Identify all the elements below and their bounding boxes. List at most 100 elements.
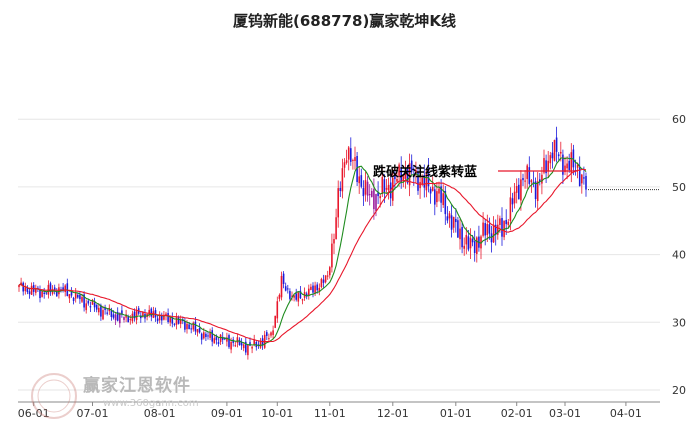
candle-body — [236, 337, 239, 343]
candle-body — [364, 180, 367, 195]
candle-body — [497, 224, 499, 235]
candle-body — [381, 177, 384, 195]
candle-body — [562, 154, 564, 175]
candle-body — [347, 147, 350, 160]
ma-slow-line — [18, 168, 587, 343]
candle-body — [259, 341, 262, 348]
candle-body — [230, 341, 232, 350]
candle-body — [26, 287, 29, 292]
candle-body — [356, 156, 358, 182]
candle-body — [473, 241, 476, 254]
candle-body — [446, 216, 449, 221]
candle-body — [341, 168, 344, 192]
candle-body — [221, 336, 224, 340]
x-axis: 06-01 07-01 08-01 09-01 10-01 11-01 12-01 01-01… — [18, 401, 660, 420]
candle-body — [406, 168, 409, 183]
candle-body — [70, 291, 73, 296]
candle-body — [125, 314, 127, 318]
candle-body — [114, 314, 117, 321]
candle-body — [39, 290, 41, 299]
candle-body — [396, 178, 398, 182]
candle-body — [68, 294, 71, 299]
candle-body — [251, 346, 253, 349]
candle-body — [184, 321, 186, 330]
x-tick-label: 02-01 — [501, 407, 533, 420]
candle-body — [371, 190, 373, 197]
candle-body — [35, 288, 37, 293]
candle-body — [322, 279, 325, 283]
candle-body — [85, 303, 87, 311]
candle-body — [18, 285, 20, 288]
candle-body — [547, 160, 549, 171]
candle-body — [425, 171, 428, 191]
candle-body — [205, 333, 207, 337]
candle-body — [196, 329, 199, 333]
candle-body — [408, 163, 411, 186]
candle-body — [112, 314, 115, 318]
candle-body — [238, 339, 241, 345]
candle-body — [186, 323, 188, 330]
candle-body — [312, 285, 314, 293]
candle-body — [301, 299, 304, 301]
candle-body — [555, 137, 558, 152]
candle-body — [534, 181, 537, 200]
candle-body — [129, 319, 132, 321]
candle-body — [257, 344, 260, 346]
x-tick-label: 04-01 — [610, 407, 642, 420]
candle-body — [581, 174, 583, 184]
candle-body — [217, 342, 220, 344]
candle-body — [274, 315, 276, 328]
candle-body — [362, 188, 365, 197]
x-tick-label: 10-01 — [261, 407, 293, 420]
candle-body — [402, 176, 405, 181]
candle-body — [121, 310, 123, 315]
candle-body — [484, 223, 486, 236]
candle-body — [524, 180, 526, 182]
candle-body — [354, 157, 356, 161]
candle-body — [284, 286, 287, 291]
candle-body — [513, 191, 516, 204]
candle-body — [570, 152, 573, 173]
candle-body — [509, 197, 512, 221]
candle-body — [564, 165, 566, 173]
y-axis: 20 30 40 50 60 — [672, 113, 686, 397]
candle-body — [93, 302, 96, 308]
candle-body — [148, 309, 150, 316]
candle-body — [291, 295, 293, 297]
candle-body — [295, 293, 297, 300]
candle-body — [539, 179, 541, 182]
watermark-logo — [31, 373, 77, 419]
candle-body — [43, 292, 45, 294]
candle-body — [329, 267, 331, 276]
y-tick-label: 50 — [672, 181, 686, 194]
candle-body — [158, 314, 161, 321]
candle-body — [423, 175, 426, 188]
candle-body — [280, 275, 283, 298]
candle-body — [417, 172, 419, 191]
candle-body — [22, 282, 24, 292]
candle-body — [463, 245, 465, 249]
candle-body — [110, 310, 113, 317]
candle-body — [343, 162, 346, 168]
candle-body — [350, 148, 352, 162]
candle-body — [100, 305, 102, 317]
candle-body — [501, 218, 503, 237]
candle-body — [511, 198, 514, 205]
candle-body — [413, 174, 415, 178]
candle-body — [448, 213, 451, 219]
candle-body — [87, 300, 90, 304]
candle-body — [536, 181, 539, 202]
candle-body — [240, 342, 243, 346]
x-tick-label: 07-01 — [77, 407, 109, 420]
candle-body — [385, 187, 388, 190]
candle-body — [234, 345, 237, 347]
y-tick-label: 40 — [672, 249, 686, 262]
candle-body — [310, 286, 312, 290]
candle-body — [455, 218, 457, 223]
candle-body — [299, 290, 302, 299]
candle-body — [289, 290, 291, 299]
candle-body — [469, 237, 472, 249]
candle-body — [242, 344, 245, 349]
candle-body — [171, 317, 174, 324]
candle-body — [167, 313, 169, 323]
